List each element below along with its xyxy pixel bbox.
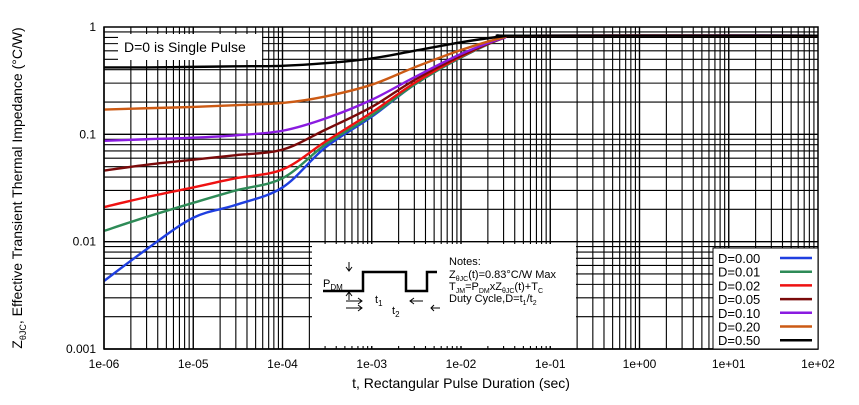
x-tick-label: 1e+00 xyxy=(623,357,657,371)
curves xyxy=(103,34,819,282)
series-line-050 xyxy=(103,34,819,69)
x-tick-label: 1e-06 xyxy=(89,357,120,371)
y-tick-labels: 0.001 0.01 0.1 1 xyxy=(66,20,96,356)
y-tick-label: 0.01 xyxy=(73,235,97,249)
legend-label: D=0.20 xyxy=(718,320,760,335)
legend-label: D=0.00 xyxy=(718,251,760,266)
x-tick-label: 1e-01 xyxy=(535,357,566,371)
single-pulse-annotation: D=0 is Single Pulse xyxy=(118,34,262,60)
x-tick-label: 1e-03 xyxy=(356,357,387,371)
y-axis-label: ZθJC, Effective Transient Thermal Impeda… xyxy=(9,27,28,348)
arrow-icon xyxy=(345,262,353,272)
x-tick-label: 1e-04 xyxy=(267,357,298,371)
x-tick-label: 1e+01 xyxy=(712,357,746,371)
svg-text:D=0 is Single Pulse: D=0 is Single Pulse xyxy=(124,39,246,55)
plot-frame xyxy=(103,26,819,350)
arrow-icon xyxy=(345,291,353,300)
notes-heading: Notes: xyxy=(449,256,481,268)
notes-line-3: Duty Cycle,D=t1/t2 xyxy=(449,293,537,307)
y-tick-label: 0.1 xyxy=(79,127,96,141)
x-axis-label: t, Rectangular Pulse Duration (sec) xyxy=(352,375,570,391)
pdm-label: PDM xyxy=(323,278,343,292)
legend-label: D=0.01 xyxy=(718,265,760,280)
notes-line-2: TJM=PDMxZθJC(t)+TC xyxy=(449,281,543,295)
t1-label: t1 xyxy=(375,294,383,308)
notes-line-1: ZθJC(t)=0.83°C/W Max xyxy=(449,269,557,283)
legend-label: D=0.02 xyxy=(718,278,760,293)
x-tick-label: 1e+02 xyxy=(801,357,835,371)
notes-box: PDM t1 t2 Notes: ZθJC(t)=0.83°C/W Max TJ… xyxy=(312,244,576,346)
x-tick-labels: 1e-06 1e-05 1e-04 1e-03 1e-02 1e-01 1e+00 1e+01… xyxy=(89,357,836,371)
legend: D=0.00D=0.01D=0.02D=0.05D=0.10D=0.20D=0.… xyxy=(712,247,819,350)
pulse-waveform xyxy=(323,270,437,293)
dimension-arrows xyxy=(346,297,440,312)
y-tick-label: 0.001 xyxy=(66,342,96,356)
legend-label: D=0.10 xyxy=(718,306,760,321)
x-tick-label: 1e-02 xyxy=(446,357,477,371)
legend-label: D=0.50 xyxy=(718,333,760,348)
y-tick-label: 1 xyxy=(89,20,96,34)
t2-label: t2 xyxy=(392,305,400,319)
x-tick-label: 1e-05 xyxy=(178,357,209,371)
legend-label: D=0.05 xyxy=(718,292,760,307)
